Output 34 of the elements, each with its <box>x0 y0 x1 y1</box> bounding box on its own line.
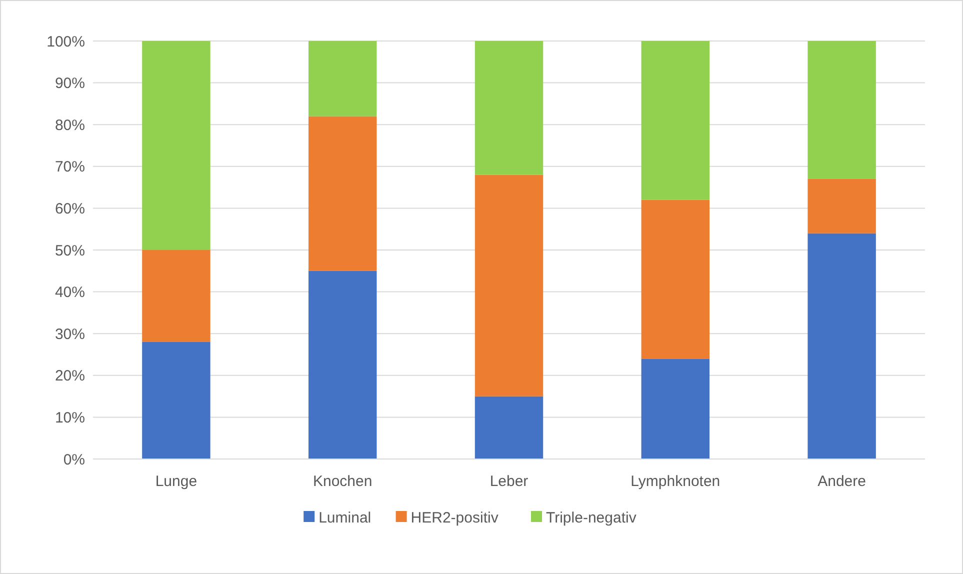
x-tick-label: Andere <box>818 473 866 490</box>
bar <box>308 41 377 116</box>
legend-label: Luminal <box>318 509 372 526</box>
y-tick-label: 60% <box>54 200 85 218</box>
bar <box>808 41 876 179</box>
bar <box>142 342 210 459</box>
x-tick-label: Leber <box>490 473 528 490</box>
y-tick-label: 90% <box>54 75 85 92</box>
y-tick-label: 100% <box>46 33 85 50</box>
bar <box>641 200 710 359</box>
legend-label: HER2-positiv <box>410 509 499 526</box>
bar <box>641 41 710 200</box>
bar <box>474 41 544 175</box>
x-tick-label: Lunge <box>155 473 198 490</box>
bar <box>142 41 210 250</box>
x-tick-label: Lymphknoten <box>630 473 720 490</box>
y-tick-label: 10% <box>54 409 85 426</box>
y-tick-label: 20% <box>54 368 85 385</box>
y-tick-label: 0% <box>63 451 85 468</box>
bar <box>308 116 377 271</box>
bar <box>808 178 876 234</box>
legend-label: Triple-negativ <box>546 509 637 526</box>
y-tick-label: 70% <box>54 158 85 176</box>
bar <box>808 233 876 459</box>
y-tick-label: 30% <box>54 326 85 343</box>
bar <box>308 270 377 459</box>
y-tick-label: 80% <box>54 116 85 134</box>
x-tick-label: Knochen <box>312 473 372 490</box>
y-tick-label: 50% <box>54 242 85 260</box>
bar <box>474 396 544 459</box>
bar <box>142 250 210 342</box>
y-tick-label: 40% <box>54 284 85 302</box>
bar <box>474 174 544 396</box>
bar <box>641 358 710 459</box>
